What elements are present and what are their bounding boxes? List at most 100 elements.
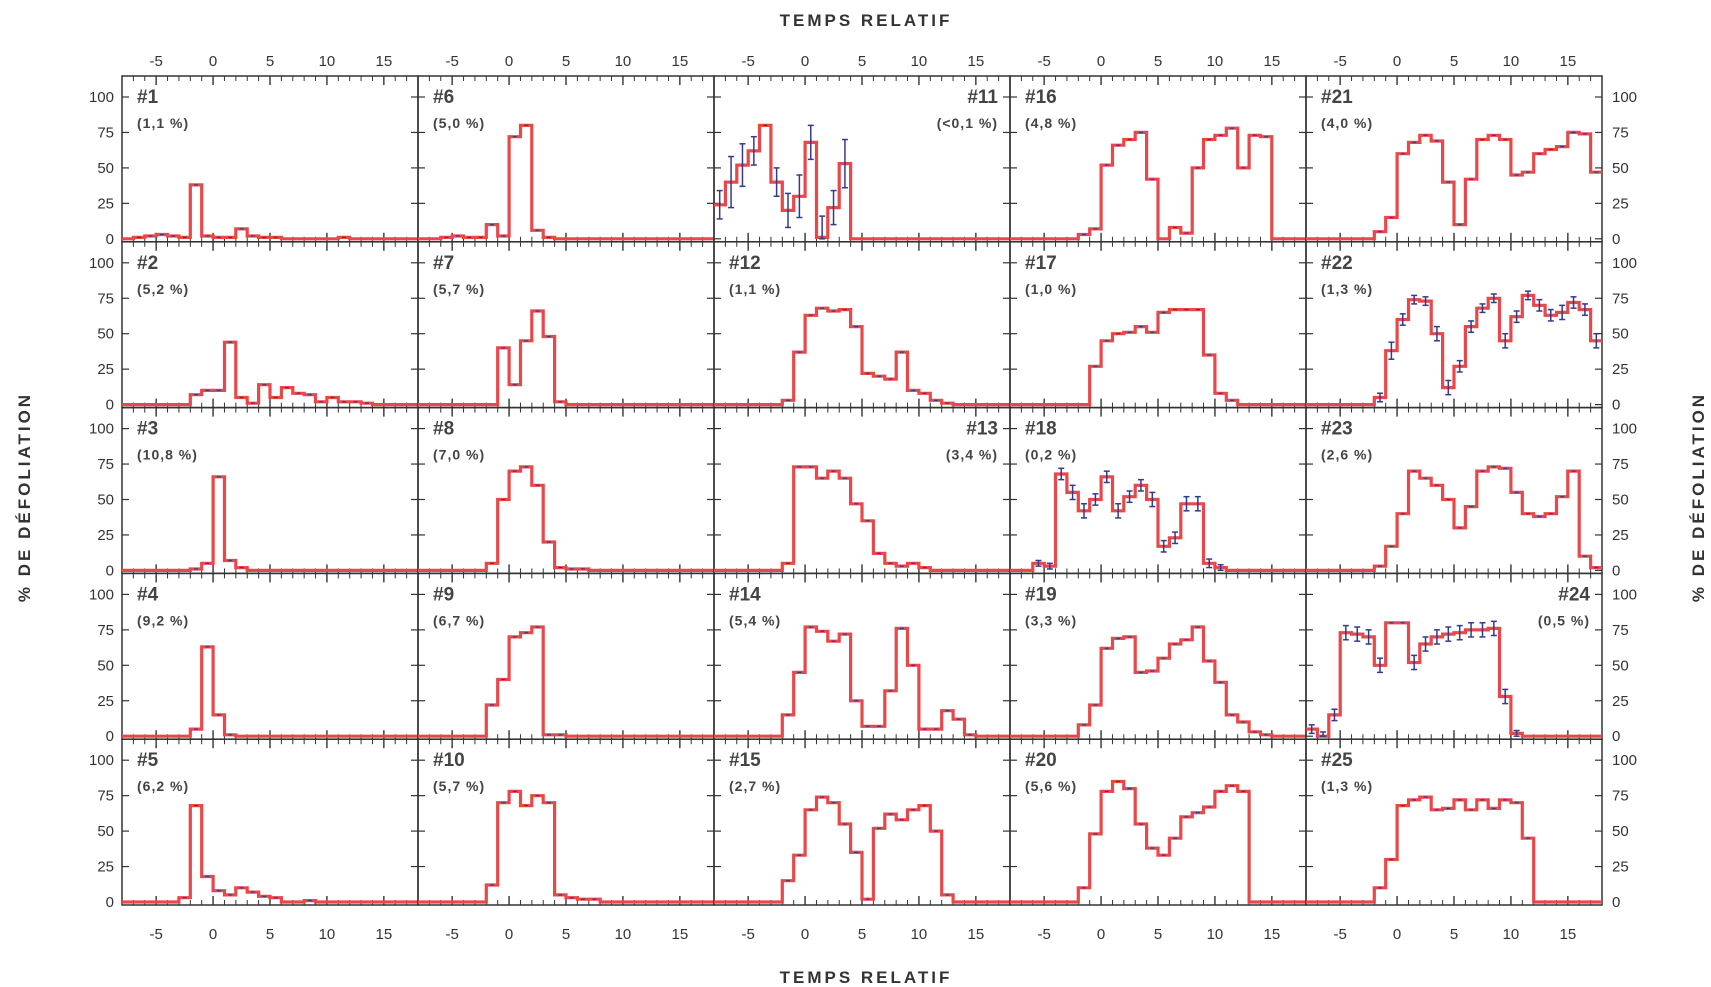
y-tick-label-left: 50	[97, 823, 114, 840]
panel-id-label: #24	[1558, 584, 1590, 605]
panel-percent-label: (5,2 %)	[137, 281, 189, 297]
y-tick-label-right: 50	[1612, 492, 1629, 509]
panel-percent-label: (0,5 %)	[1538, 612, 1590, 628]
panel-id-label: #11	[967, 87, 998, 108]
x-tick-label-top: 5	[858, 53, 866, 70]
x-tick-label-top: 5	[1450, 53, 1458, 70]
panel-percent-label: (5,0 %)	[433, 115, 485, 131]
x-tick-label-bottom: 5	[858, 926, 866, 943]
panel-percent-label: (3,4 %)	[946, 447, 998, 463]
panel-frame	[121, 572, 419, 740]
x-tick-label-top: 0	[1097, 53, 1105, 70]
y-tick-label-left: 75	[97, 290, 114, 307]
y-tick-label-right: 75	[1612, 290, 1629, 307]
x-tick-label-bottom: 10	[1503, 926, 1520, 943]
y-tick-label-right: 100	[1612, 752, 1637, 769]
panel-id-label: #19	[1025, 584, 1057, 605]
y-tick-label-left: 50	[97, 326, 114, 343]
x-tick-label-bottom: 0	[801, 926, 809, 943]
y-tick-label-right: 0	[1612, 894, 1620, 911]
panel-percent-label: (<0,1 %)	[937, 115, 998, 131]
panel-id-label: #4	[137, 584, 159, 605]
y-tick-label-right: 100	[1612, 421, 1637, 438]
y-tick-label-right: 25	[1612, 859, 1629, 876]
panel-id-label: #17	[1025, 253, 1057, 274]
x-tick-label-bottom: 15	[1560, 926, 1577, 943]
panel-id-label: #14	[729, 584, 761, 605]
step-series-line	[418, 309, 714, 407]
x-tick-label-top: 15	[1264, 53, 1281, 70]
y-tick-label-right: 75	[1612, 622, 1629, 639]
panel-id-label: #9	[433, 584, 454, 605]
step-series-line	[1010, 308, 1306, 407]
step-series-line	[714, 465, 1010, 572]
x-tick-label-top: 5	[1154, 53, 1162, 70]
panel-percent-label: (1,0 %)	[1025, 281, 1077, 297]
x-tick-label-bottom: 10	[911, 926, 928, 943]
x-tick-label-top: 5	[562, 53, 570, 70]
panel-frame	[121, 406, 419, 575]
x-tick-label-bottom: -5	[1333, 926, 1346, 943]
step-series-line	[418, 625, 714, 738]
x-tick-label-top: -5	[149, 53, 162, 70]
panel-percent-label: (3,3 %)	[1025, 612, 1077, 628]
panel-frame	[121, 75, 419, 243]
right-axis-title: % DE DÉFOLIATION	[1689, 392, 1708, 602]
x-tick-label-top: 0	[801, 53, 809, 70]
x-tick-label-bottom: 0	[505, 926, 513, 943]
panel-percent-label: (10,8 %)	[137, 447, 198, 463]
y-tick-label-left: 0	[106, 231, 114, 248]
y-tick-label-right: 0	[1612, 562, 1620, 579]
panel-id-label: #18	[1025, 419, 1057, 440]
panel-percent-label: (1,1 %)	[137, 115, 189, 131]
bottom-axis-title: TEMPS RELATIF	[780, 968, 953, 987]
panel-id-label: #15	[729, 750, 761, 771]
panel-id-label: #8	[433, 419, 454, 440]
y-tick-label-left: 75	[97, 788, 114, 805]
step-series-line	[122, 475, 418, 572]
x-tick-label-bottom: 5	[1154, 926, 1162, 943]
y-tick-label-left: 25	[97, 693, 114, 710]
x-tick-label-bottom: 15	[376, 926, 393, 943]
step-series-line	[418, 123, 714, 241]
panel-percent-label: (4,0 %)	[1321, 115, 1373, 131]
x-tick-label-top: -5	[1333, 53, 1346, 70]
y-tick-label-right: 75	[1612, 788, 1629, 805]
panel-percent-label: (5,4 %)	[729, 612, 781, 628]
x-tick-label-top: 0	[505, 53, 513, 70]
y-tick-label-left: 75	[97, 622, 114, 639]
panel-frame	[417, 572, 715, 740]
x-tick-label-bottom: 15	[968, 926, 985, 943]
step-series-line	[418, 465, 714, 572]
step-series-line	[1010, 472, 1306, 572]
x-tick-label-top: 15	[968, 53, 985, 70]
panel-id-label: #1	[137, 87, 159, 108]
x-tick-label-bottom: 0	[1097, 926, 1105, 943]
x-tick-label-bottom: 0	[1393, 926, 1401, 943]
step-series-line	[714, 625, 1010, 738]
y-tick-label-right: 50	[1612, 823, 1629, 840]
y-tick-label-right: 50	[1612, 326, 1629, 343]
x-tick-label-bottom: -5	[1037, 926, 1050, 943]
panel-id-label: #3	[137, 419, 158, 440]
y-tick-label-right: 0	[1612, 728, 1620, 745]
y-tick-label-left: 50	[97, 160, 114, 177]
panel-id-label: #6	[433, 87, 454, 108]
y-tick-label-left: 0	[106, 894, 114, 911]
y-tick-label-left: 75	[97, 456, 114, 473]
panel-percent-label: (5,7 %)	[433, 778, 485, 794]
panel-id-label: #23	[1321, 419, 1353, 440]
x-tick-label-top: -5	[445, 53, 458, 70]
y-tick-label-left: 75	[97, 124, 114, 141]
panel-frame	[121, 241, 419, 409]
y-tick-label-left: 100	[89, 421, 114, 438]
x-tick-label-bottom: 0	[209, 926, 217, 943]
panel-percent-label: (0,2 %)	[1025, 447, 1077, 463]
plot-area: #1 (1,1 %) #6 (5,0 %) #11 (<0,1 %) #16 (4,8 %) #…	[89, 53, 1637, 943]
y-tick-label-left: 25	[97, 195, 114, 212]
y-tick-label-left: 50	[97, 657, 114, 674]
step-series-line	[418, 789, 714, 904]
x-tick-label-bottom: 15	[672, 926, 689, 943]
y-tick-label-right: 50	[1612, 657, 1629, 674]
